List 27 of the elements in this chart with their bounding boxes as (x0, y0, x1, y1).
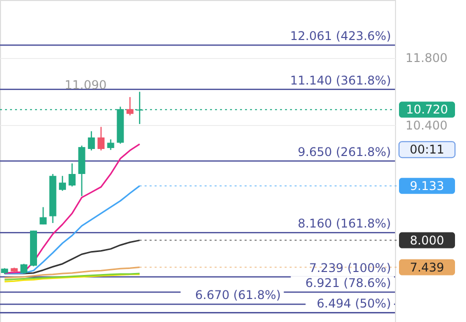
ref-line-label: 7.239 (100%) (309, 260, 391, 275)
ref-line-label: 11.140 (361.8%) (290, 73, 391, 88)
candlestick (88, 130, 95, 152)
y-tick-label: 10.400 (406, 118, 448, 132)
y-tick-label: 11.800 (406, 51, 448, 66)
ref-line-label: 10.720 (406, 102, 448, 117)
candlestick (58, 175, 66, 192)
line-series (4, 274, 140, 282)
ref-line-label: 8.160 (161.8%) (298, 216, 391, 231)
ref-line-label: 9.650 (261.8%) (298, 145, 391, 159)
candlestick (126, 96, 134, 116)
annotation: 11.090 (64, 78, 107, 92)
ref-line-label: 6.670 (61.8%) (195, 288, 281, 302)
ref-line-label: 12.061 (423.6%) (290, 29, 391, 44)
text: 00:11 (410, 142, 444, 157)
ref-line-label: 6.921 (78.6%) (305, 276, 391, 290)
ref-line-label: 6.494 (50%) (316, 296, 391, 311)
candlestick (107, 138, 114, 151)
candlestick (40, 206, 47, 226)
candlestick (68, 162, 76, 188)
data-label: 9.133 (410, 178, 444, 193)
candlestick (20, 263, 28, 274)
line-series (4, 143, 140, 274)
candlestick (98, 126, 105, 152)
data-label: 7.439 (410, 260, 444, 274)
line-series (4, 272, 140, 280)
data-label: 8.000 (410, 233, 444, 248)
